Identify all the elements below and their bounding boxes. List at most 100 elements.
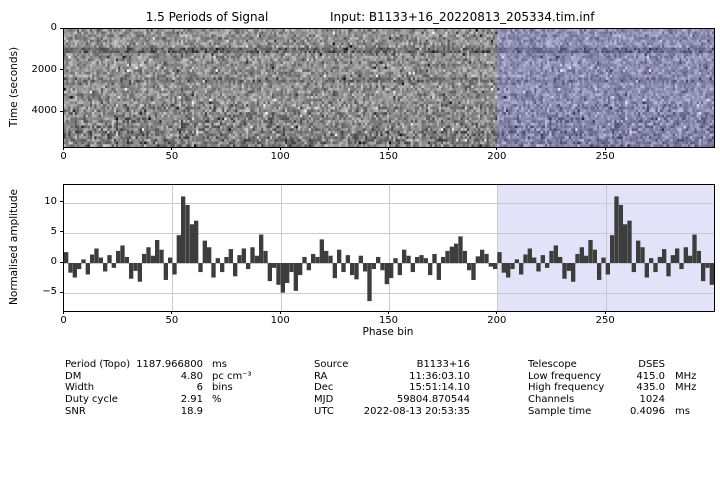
waterfall-xtick-label: 100 <box>270 151 290 162</box>
parameter-label: Sample time <box>528 405 592 417</box>
parameter-value: DSES <box>638 359 665 370</box>
parameter-unit: MHz <box>675 370 697 382</box>
waterfall-plot <box>63 28 715 148</box>
parameter-row: Duty cycle 2.91% <box>65 394 222 406</box>
parameters-column-1: Period (Topo) 1187.966800 ms DM 4.80 pc cm⁻³ W… <box>65 359 252 418</box>
parameter-unit: pc cm⁻³ <box>212 370 252 382</box>
profile-xtick-label: 0 <box>60 315 67 326</box>
parameter-row: Low frequency 415.0 MHz <box>528 370 696 383</box>
parameter-row: Width 6 bins <box>65 382 233 394</box>
parameter-unit: ms <box>212 359 227 370</box>
parameter-value: 59804.870544 <box>396 394 470 406</box>
parameters-column-2: Source B1133+16 RA 11:36:03.10 Dec 15:51:14.1… <box>314 359 470 417</box>
waterfall-xtick-label: 150 <box>378 151 399 162</box>
parameter-row: Period (Topo) 1187.966800 ms <box>65 359 227 371</box>
waterfall-xtick-label: 50 <box>165 151 179 162</box>
parameter-label: Low frequency <box>528 370 602 382</box>
parameter-label: Source <box>314 359 349 370</box>
parameter-label: Telescope <box>528 359 577 370</box>
parameter-row: UTC 2022-08-13 20:53:35 <box>314 406 470 418</box>
waterfall-xtick-label: 200 <box>487 151 507 162</box>
parameter-label: SNR <box>65 405 86 417</box>
parameter-row: MJD 59804.870544 <box>314 394 470 406</box>
profile-xtick-mark <box>279 310 281 314</box>
parameter-value: 2022-08-13 20:53:35 <box>363 405 470 417</box>
parameter-label: Channels <box>528 394 575 406</box>
waterfall-ytick-label: 0 <box>50 22 57 33</box>
waterfall-xtick-mark <box>388 146 389 150</box>
parameter-value: 0.4096 <box>630 405 665 417</box>
profile-xtick-mark <box>604 310 606 314</box>
input-file-title: Input: B1133+16_20220813_205334.tim.inf <box>330 10 595 24</box>
parameter-value: 6 <box>196 382 203 394</box>
profile-bar-chart <box>64 185 714 311</box>
parameter-label: Duty cycle <box>65 394 118 406</box>
profile-xtick-label: 200 <box>487 315 507 326</box>
waterfall-xtick-mark <box>171 146 173 150</box>
profile-xtick-mark <box>171 310 173 314</box>
parameter-value: 11:36:03.10 <box>409 370 470 382</box>
waterfall-xtick-mark <box>604 146 606 150</box>
waterfall-xtick-mark <box>496 146 498 150</box>
profile-xtick-mark <box>63 310 64 314</box>
waterfall-noise-image <box>64 29 714 147</box>
parameter-unit: bins <box>212 382 233 394</box>
profile-xtick-mark <box>496 310 498 314</box>
parameter-unit: MHz <box>675 382 697 394</box>
parameters-column-3: Telescope DSES Low frequency 415.0 MHz High f… <box>528 359 696 418</box>
profile-ytick-label: 0 <box>50 256 57 267</box>
parameter-label: DM <box>65 370 82 382</box>
profile-ytick-mark <box>60 231 64 233</box>
parameter-value: B1133+16 <box>416 359 470 370</box>
parameter-value: 2.91 <box>180 394 203 406</box>
parameter-label: Period (Topo) <box>65 359 131 370</box>
profile-xtick-label: 250 <box>595 315 615 326</box>
profile-ytick-mark <box>60 261 64 263</box>
profile-xtick-label: 150 <box>378 315 399 326</box>
parameter-value: 1024 <box>639 394 665 406</box>
parameter-value: 15:51:14.10 <box>409 382 470 394</box>
parameter-value: 1187.966800 <box>136 359 203 370</box>
profile-ytick-mark <box>60 201 64 202</box>
parameter-value: 415.0 <box>636 370 665 382</box>
parameter-label: MJD <box>314 394 334 406</box>
profile-xlabel: Phase bin <box>362 326 414 338</box>
profile-ytick-label: 10 <box>44 195 57 207</box>
parameter-label: Dec <box>314 382 334 394</box>
waterfall-xtick-mark <box>63 146 64 150</box>
parameter-row: High frequency 435.0 MHz <box>528 382 696 394</box>
parameter-label: RA <box>314 370 328 382</box>
profile-xtick-label: 50 <box>165 315 179 326</box>
waterfall-xtick-label: 0 <box>60 151 67 162</box>
parameter-row: DM 4.80 pc cm⁻³ <box>65 370 252 383</box>
parameter-row: SNR 18.9 <box>65 406 203 418</box>
parameter-label: High frequency <box>528 382 605 394</box>
parameter-value: 435.0 <box>636 382 665 394</box>
profile-ytick-mark <box>60 291 64 293</box>
profile-xtick-label: 100 <box>270 315 290 326</box>
parameter-row: Source B1133+16 <box>314 359 470 371</box>
parameter-row: Telescope DSES <box>528 359 665 371</box>
profile-plot <box>63 184 715 312</box>
parameter-row: Channels 1024 <box>528 394 665 406</box>
parameter-unit: ms <box>675 405 690 417</box>
parameter-label: Width <box>65 382 95 394</box>
waterfall-ytick-label: 4000 <box>31 105 57 117</box>
waterfall-ytick-mark <box>60 69 64 71</box>
profile-ytick-label: −5 <box>42 286 57 298</box>
parameter-row: Sample time 0.4096 ms <box>528 405 690 418</box>
parameter-label: UTC <box>314 405 334 417</box>
waterfall-xtick-mark <box>279 146 281 150</box>
waterfall-xtick-label: 250 <box>595 151 615 162</box>
waterfall-ytick-label: 2000 <box>31 63 57 75</box>
profile-xtick-mark <box>388 310 389 314</box>
parameter-row: RA 11:36:03.10 <box>314 371 470 383</box>
parameter-value: 18.9 <box>180 405 203 417</box>
plot-title: 1.5 Periods of Signal <box>145 10 269 24</box>
parameter-unit: % <box>212 394 222 406</box>
profile-ytick-label: 5 <box>50 225 57 237</box>
parameter-row: Dec 15:51:14.10 <box>314 382 470 394</box>
waterfall-ytick-mark <box>60 110 64 112</box>
waterfall-ytick-mark <box>60 27 64 29</box>
